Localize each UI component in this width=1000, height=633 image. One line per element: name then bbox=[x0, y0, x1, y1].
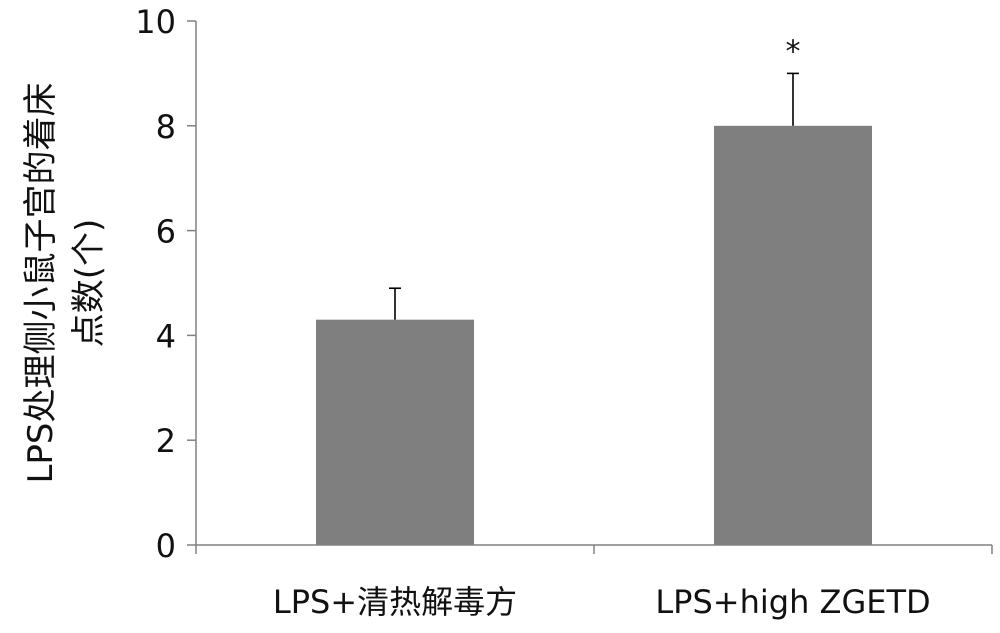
bar-1 bbox=[316, 319, 474, 545]
bar-2 bbox=[714, 125, 872, 546]
y-axis-title: LPS处理侧小鼠子宫的着床 点数(个) bbox=[21, 82, 109, 483]
y-tick-label: 2 bbox=[156, 422, 176, 460]
y-tick-label: 6 bbox=[156, 213, 176, 251]
y-axis-title-line-2: 点数(个) bbox=[69, 219, 109, 348]
y-tick-label: 4 bbox=[156, 317, 176, 355]
y-tick-label: 8 bbox=[156, 108, 176, 146]
x-tick-label-2: LPS+high ZGETD bbox=[655, 583, 930, 621]
x-tick-label-1: LPS+清热解毒方 bbox=[273, 583, 517, 621]
axes-layer bbox=[187, 20, 993, 554]
significance-marker: * bbox=[786, 34, 801, 69]
y-tick-label: 0 bbox=[156, 527, 176, 565]
y-tick-label: 10 bbox=[135, 3, 176, 41]
bars-layer bbox=[316, 72, 872, 546]
labels-layer: LPS+清热解毒方 * LPS+high ZGETD 0 2 4 6 8 10 bbox=[135, 3, 930, 621]
y-axis-title-line-1: LPS处理侧小鼠子宫的着床 bbox=[21, 82, 61, 483]
